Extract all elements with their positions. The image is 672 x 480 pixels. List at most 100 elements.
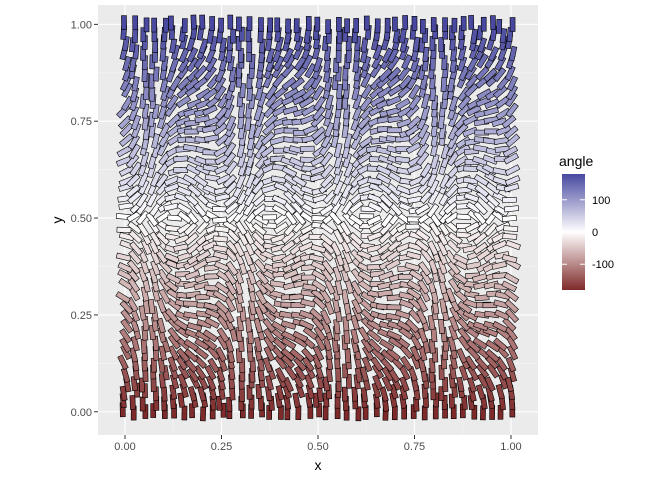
tile — [203, 134, 220, 143]
tile — [362, 345, 375, 361]
tile — [147, 298, 156, 315]
tile — [503, 205, 520, 213]
tile — [330, 190, 343, 206]
tile — [185, 163, 202, 176]
tile — [301, 54, 314, 70]
tile — [285, 18, 292, 34]
tile — [260, 144, 276, 159]
tile — [150, 377, 157, 392]
tile — [387, 183, 402, 197]
tile — [182, 174, 199, 187]
tile — [254, 305, 265, 322]
tile — [419, 18, 426, 34]
tile — [195, 249, 212, 263]
tile — [158, 345, 167, 361]
tile — [386, 304, 402, 311]
tile — [367, 177, 383, 186]
tile — [168, 15, 174, 31]
tile — [376, 146, 392, 156]
tile — [117, 262, 134, 274]
tile — [491, 239, 508, 251]
tile — [175, 95, 192, 109]
tile — [319, 232, 335, 247]
tile — [494, 309, 510, 321]
tile — [200, 406, 207, 422]
tile — [406, 163, 423, 174]
tile — [333, 152, 344, 169]
tile — [203, 230, 220, 242]
tile — [359, 96, 373, 112]
tile — [262, 327, 276, 344]
tile — [405, 223, 421, 230]
tile — [502, 145, 519, 158]
tile — [214, 260, 230, 272]
tile — [438, 37, 445, 52]
tile — [395, 230, 411, 243]
tile — [320, 318, 332, 335]
tile — [427, 189, 440, 205]
tile — [406, 279, 423, 293]
tile — [183, 280, 199, 290]
tile — [495, 383, 505, 400]
tile — [312, 296, 327, 311]
tile — [233, 241, 245, 258]
tile — [426, 203, 440, 219]
tile — [381, 375, 393, 392]
tile — [204, 308, 221, 319]
tile — [137, 171, 149, 188]
tile — [379, 193, 394, 208]
tile — [213, 145, 229, 158]
tile — [152, 66, 160, 82]
tile — [504, 175, 521, 186]
tile — [270, 175, 287, 184]
tile — [437, 249, 448, 266]
tile — [301, 356, 315, 372]
tile — [448, 324, 459, 341]
tile — [212, 216, 228, 224]
tile — [392, 16, 398, 32]
tile — [215, 346, 227, 363]
tile — [302, 326, 318, 340]
x-axis-title: x — [315, 457, 322, 473]
tile — [398, 291, 415, 301]
tile — [161, 386, 168, 402]
tile — [197, 386, 207, 402]
tile — [253, 317, 263, 334]
tile — [126, 173, 141, 188]
tile — [283, 189, 298, 204]
tile — [183, 107, 199, 118]
tile — [225, 260, 239, 276]
tile — [438, 318, 445, 334]
tile — [366, 244, 383, 253]
tile — [409, 345, 422, 362]
tile — [321, 259, 335, 275]
tile — [367, 338, 382, 353]
tile — [492, 67, 507, 83]
tile — [359, 213, 375, 220]
tile — [336, 16, 342, 32]
tile — [273, 181, 290, 193]
tile — [151, 17, 157, 33]
tile — [253, 336, 263, 353]
tile — [505, 84, 519, 101]
tile — [396, 118, 413, 129]
tile — [324, 94, 334, 110]
tile — [482, 154, 499, 165]
tile — [336, 83, 343, 99]
tile — [357, 270, 374, 283]
tile — [130, 335, 140, 352]
tile — [493, 204, 509, 217]
tile — [361, 55, 372, 72]
tile — [129, 161, 143, 177]
tile — [309, 165, 326, 176]
tile — [311, 316, 326, 332]
tile — [375, 172, 392, 185]
tile — [218, 17, 224, 33]
tile — [505, 239, 521, 251]
tile — [470, 28, 479, 44]
tile — [223, 131, 236, 147]
tile — [377, 289, 393, 298]
tile — [344, 18, 350, 34]
tile — [483, 249, 499, 263]
tile — [399, 376, 410, 392]
